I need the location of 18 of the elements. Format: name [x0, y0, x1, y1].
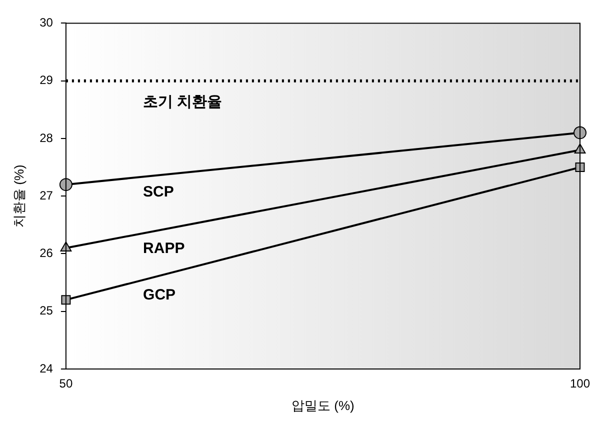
point [59, 178, 72, 192]
point [574, 126, 586, 140]
x-tick-label: 50 [59, 376, 73, 391]
series-label: SCP [143, 183, 174, 200]
y-tick-label: 24 [40, 361, 54, 376]
y-tick-label: 28 [40, 130, 54, 145]
y-tick-label: 25 [40, 304, 54, 318]
ref-line-label: 초기 치환율 [143, 93, 222, 110]
y-tick-label: 30 [40, 16, 54, 30]
x-axis-title: 압밀도 (%) [292, 398, 354, 413]
y-axis-title: 치환율 (%) [11, 164, 26, 228]
x-tick-label: 100 [570, 376, 590, 391]
series-label: RAPP [143, 240, 185, 257]
y-tick-label: 29 [40, 73, 54, 88]
y-tick-label: 26 [40, 246, 54, 260]
series-label: GCP [143, 286, 176, 304]
y-tick-label: 27 [40, 188, 54, 202]
point [61, 295, 71, 305]
